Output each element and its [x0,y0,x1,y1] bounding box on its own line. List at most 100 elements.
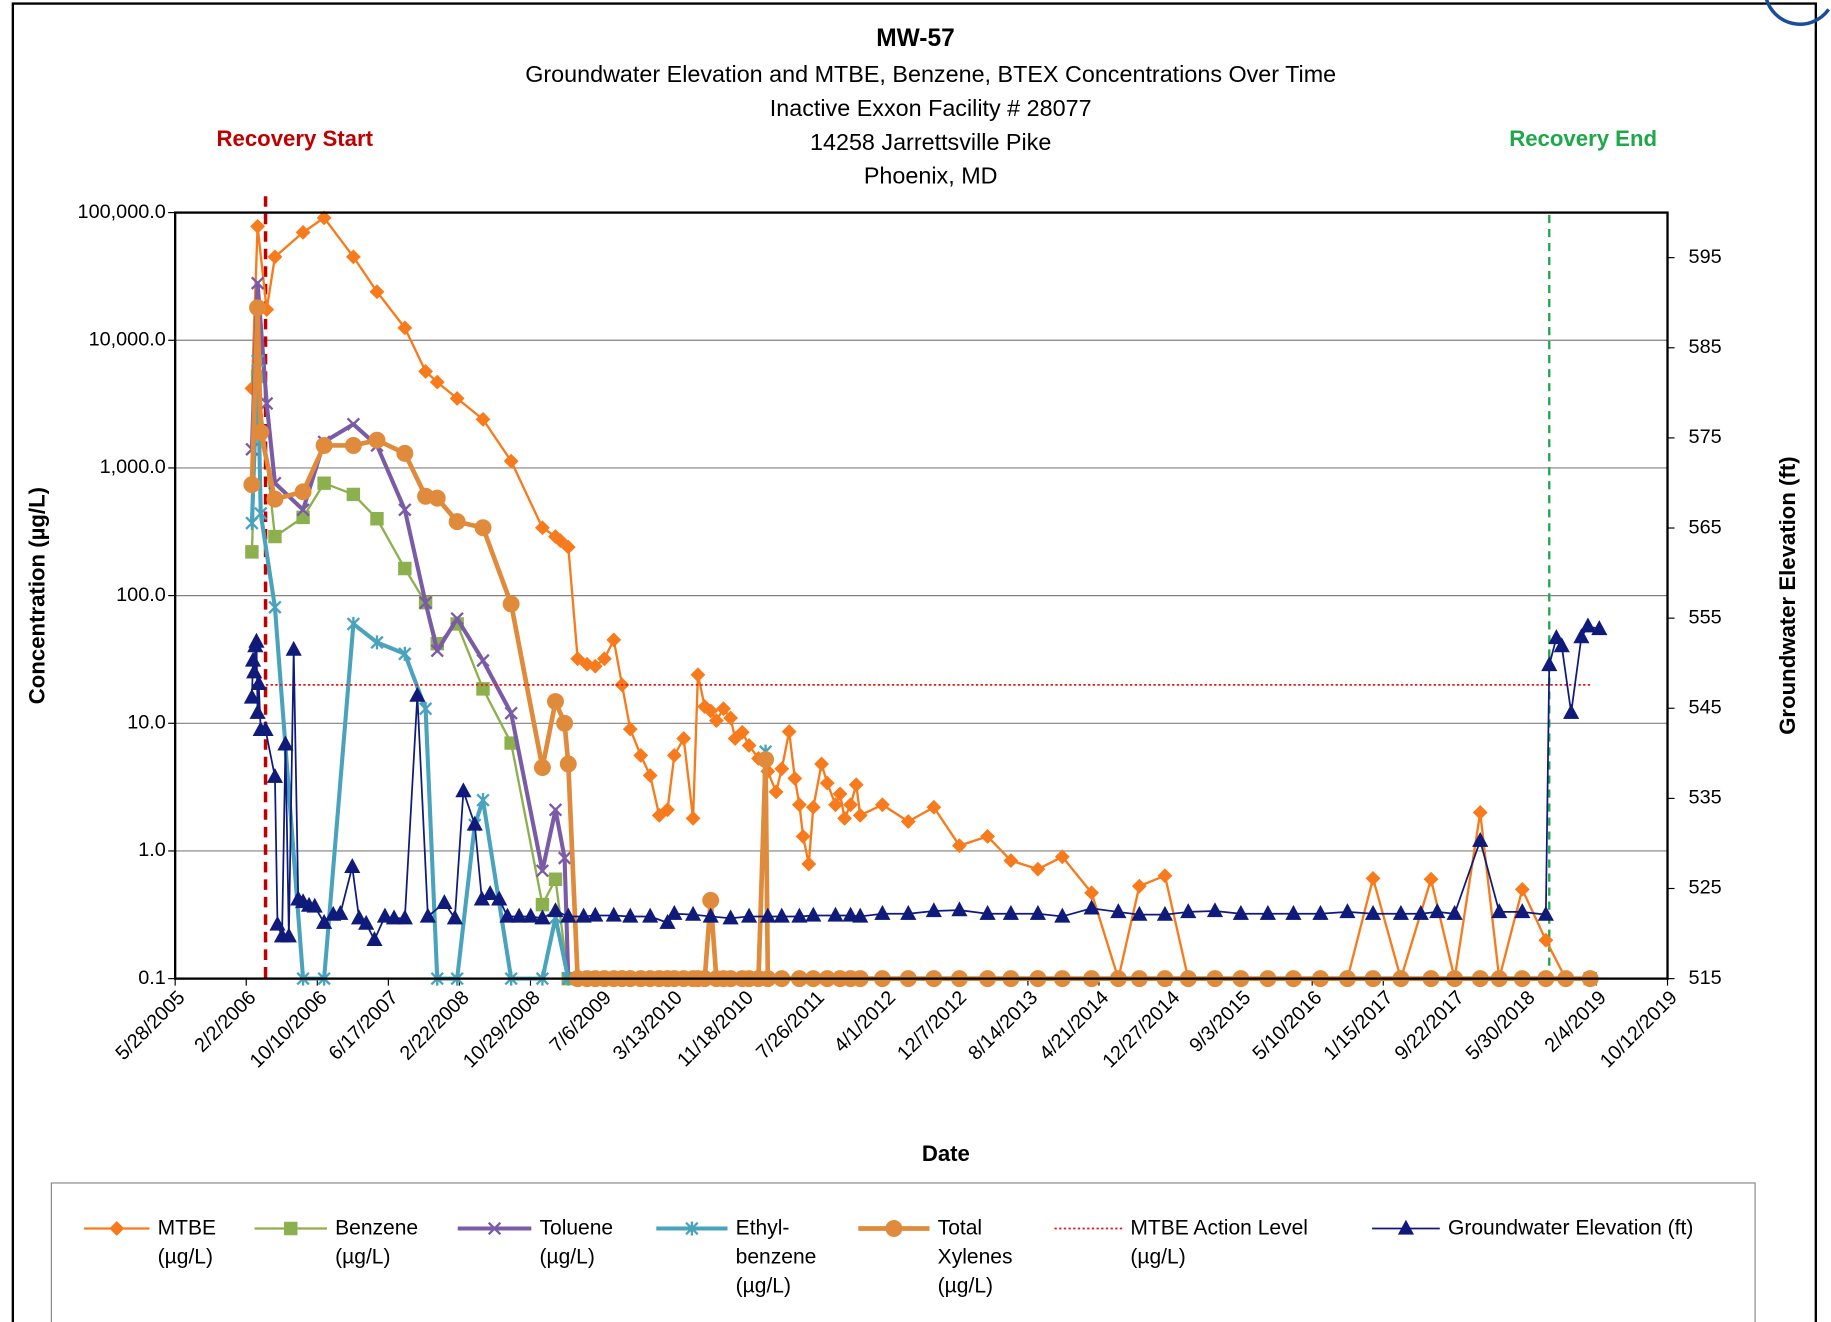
data-point [570,651,586,667]
legend-marker [1397,1219,1415,1235]
data-point [316,210,332,226]
data-point [249,299,267,317]
data-point [622,907,639,923]
data-point [1514,903,1531,919]
data-point [1157,868,1173,884]
data-point [370,512,384,526]
data-point [315,437,333,454]
data-point [418,701,433,716]
data-point [398,561,412,576]
data-point [534,909,551,925]
data-point [266,490,284,508]
data-point [1537,905,1554,921]
data-point [1553,637,1570,653]
data-point [1563,703,1580,719]
data-point [1180,903,1197,919]
data-point [703,703,719,719]
data-point [418,364,434,379]
data-point [548,872,563,886]
data-point [249,703,266,719]
y-tick-label: 10.0 [127,712,166,734]
data-point [1491,903,1508,919]
data-point [1541,656,1558,672]
data-point [925,902,942,918]
chart-subtitle: Groundwater Elevation and MTBE, Benzene,… [525,61,1336,87]
data-point [396,445,414,462]
data-point [1131,878,1147,894]
data-point [1591,620,1608,636]
data-point [267,249,283,265]
data-point [499,907,516,923]
data-point [277,735,294,751]
data-point [1156,905,1174,921]
y-tick-label: 100,000.0 [78,201,166,223]
data-point [716,701,731,717]
data-point [801,856,817,872]
data-point [533,759,551,776]
data-point [900,904,917,920]
data-point [268,529,282,544]
data-point [795,828,811,844]
data-point [781,724,797,740]
data-point [852,907,869,923]
data-point [575,907,592,923]
data-point [1206,902,1224,918]
data-point [1030,861,1046,877]
data-point [579,656,595,672]
data-point [268,600,282,615]
legend-marker [109,1221,125,1236]
y2-tick-label: 525 [1689,877,1722,899]
y-axis-label: Concentration (µg/L) [24,487,49,704]
data-point [547,902,564,918]
data-point [1365,870,1381,886]
data-point [1538,932,1554,948]
y2-tick-label: 555 [1689,606,1722,628]
data-point [722,909,739,925]
data-point [257,721,274,737]
data-point [476,653,490,668]
data-point [1285,904,1302,920]
data-point [702,907,719,923]
legend-marker [487,1221,502,1236]
y2-tick-label: 565 [1689,516,1722,538]
data-point [774,761,790,777]
data-point [346,616,361,631]
legend-marker [685,1221,699,1236]
data-point [250,218,266,234]
data-point [430,644,444,658]
data-point [409,686,426,702]
data-point [819,775,835,791]
data-point [317,476,331,490]
y2-tick-label: 535 [1689,787,1722,809]
data-point [260,396,274,411]
legend-label: Ethyl-benzene (µg/L) [735,1215,817,1298]
data-point [1579,617,1597,633]
data-point [296,503,310,517]
data-point [837,810,853,826]
data-point [446,909,463,925]
data-point [666,904,683,920]
plot-frame [173,211,1669,980]
data-point [1131,905,1148,921]
data-point [951,901,968,917]
y2-tick-label: 585 [1689,336,1722,358]
y-tick-label: 100.0 [116,584,166,606]
data-point [503,453,519,469]
data-point [1392,904,1409,920]
x-axis-label: Date [922,1141,970,1166]
data-point [466,815,483,831]
data-point [398,503,412,517]
legend-entry: Benzene (µg/L) [335,1216,418,1269]
data-point [248,632,265,648]
data-point [1083,899,1100,915]
data-point [685,810,701,826]
data-point [690,667,706,683]
data-point [979,904,996,920]
y2-tick-label: 575 [1689,426,1722,448]
data-point [266,767,284,783]
data-point [369,284,385,300]
data-point [832,786,848,802]
y-tick-label: 1,000.0 [100,456,166,478]
chart-subtitle: Inactive Exxon Facility # 28077 [770,95,1092,121]
